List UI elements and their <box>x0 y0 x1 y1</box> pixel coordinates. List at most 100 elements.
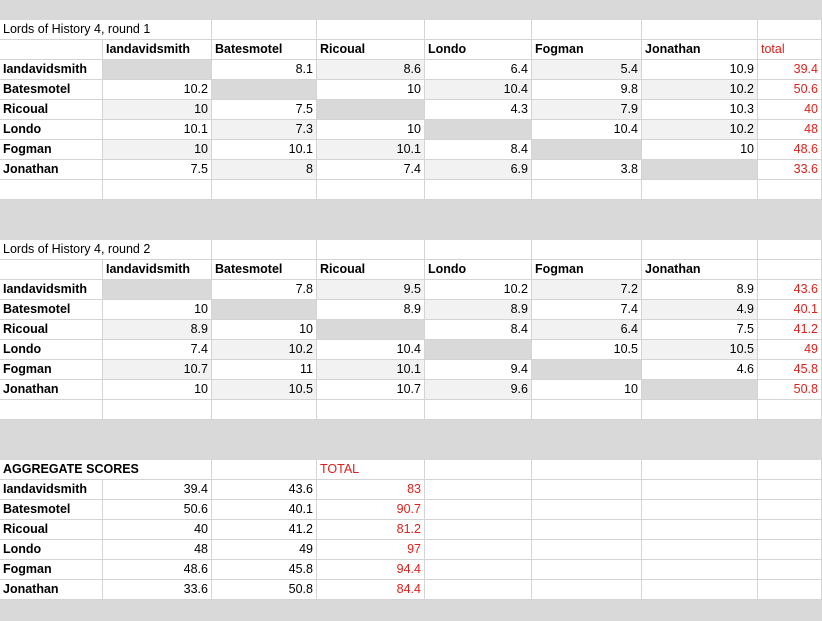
row-header: Batesmotel <box>0 80 103 100</box>
round2-score: 49 <box>212 540 317 560</box>
score: 10.4 <box>317 340 425 360</box>
score: 8 <box>212 160 317 180</box>
cell <box>103 400 212 420</box>
self-cell <box>642 160 758 180</box>
cell <box>532 580 642 600</box>
column-header: Ricoual <box>317 40 425 60</box>
score: 10.1 <box>317 140 425 160</box>
score: 10 <box>103 140 212 160</box>
score: 3.8 <box>532 160 642 180</box>
score: 10 <box>532 380 642 400</box>
aggregate-total: 94.4 <box>317 560 425 580</box>
self-cell <box>317 320 425 340</box>
cell <box>212 400 317 420</box>
self-cell <box>532 360 642 380</box>
score: 10.7 <box>103 360 212 380</box>
cell <box>0 40 103 60</box>
score: 8.9 <box>642 280 758 300</box>
cell <box>642 520 758 540</box>
cell <box>212 460 317 480</box>
cell <box>317 240 425 260</box>
round1-score: 33.6 <box>103 580 212 600</box>
column-header: Londo <box>425 40 532 60</box>
score: 9.5 <box>317 280 425 300</box>
cell <box>212 240 317 260</box>
cell <box>758 460 822 480</box>
score: 7.4 <box>317 160 425 180</box>
cell <box>642 20 758 40</box>
round-title: Lords of History 4, round 2 <box>0 240 150 260</box>
row-header: Fogman <box>0 360 103 380</box>
cell <box>425 460 532 480</box>
round2-score: 50.8 <box>212 580 317 600</box>
row-total: 48 <box>758 120 822 140</box>
score: 4.9 <box>642 300 758 320</box>
round2-score: 45.8 <box>212 560 317 580</box>
cell <box>642 180 758 200</box>
score: 8.6 <box>317 60 425 80</box>
cell <box>425 240 532 260</box>
aggregate-total: 97 <box>317 540 425 560</box>
score: 6.4 <box>532 320 642 340</box>
cell <box>532 180 642 200</box>
self-cell <box>425 120 532 140</box>
cell <box>103 240 212 260</box>
cell <box>758 400 822 420</box>
round1-score: 48.6 <box>103 560 212 580</box>
cell <box>532 540 642 560</box>
round1-score: 39.4 <box>103 480 212 500</box>
cell <box>532 20 642 40</box>
round-title: Lords of History 4, round 1 <box>0 20 150 40</box>
score: 8.4 <box>425 140 532 160</box>
cell <box>0 260 103 280</box>
cell <box>103 20 212 40</box>
separator-band <box>0 600 822 621</box>
score: 7.8 <box>212 280 317 300</box>
cell <box>642 240 758 260</box>
cell <box>425 560 532 580</box>
row-header: Fogman <box>0 560 103 580</box>
total-header: TOTAL <box>317 460 425 480</box>
cell <box>758 540 822 560</box>
cell <box>532 240 642 260</box>
self-cell <box>103 280 212 300</box>
row-header: Ricoual <box>0 100 103 120</box>
score: 8.9 <box>103 320 212 340</box>
score: 7.4 <box>103 340 212 360</box>
cell <box>758 580 822 600</box>
row-total: 49 <box>758 340 822 360</box>
row-header: Londo <box>0 540 103 560</box>
row-header: Batesmotel <box>0 500 103 520</box>
score: 10 <box>103 380 212 400</box>
score: 10 <box>103 100 212 120</box>
cell <box>532 500 642 520</box>
score: 10.2 <box>642 120 758 140</box>
row-header: Jonathan <box>0 160 103 180</box>
round1-score: 40 <box>103 520 212 540</box>
row-total: 50.6 <box>758 80 822 100</box>
cell <box>758 180 822 200</box>
score: 7.5 <box>212 100 317 120</box>
cell <box>0 400 103 420</box>
score: 5.4 <box>532 60 642 80</box>
aggregate-total: 81.2 <box>317 520 425 540</box>
row-header: Ricoual <box>0 520 103 540</box>
score: 6.9 <box>425 160 532 180</box>
score: 10.1 <box>103 120 212 140</box>
row-total: 39.4 <box>758 60 822 80</box>
cell <box>758 500 822 520</box>
row-header: Ricoual <box>0 320 103 340</box>
total-header: total <box>758 40 822 60</box>
row-total: 40.1 <box>758 300 822 320</box>
row-total: 33.6 <box>758 160 822 180</box>
score: 7.5 <box>642 320 758 340</box>
self-cell <box>212 80 317 100</box>
cell <box>425 580 532 600</box>
separator-band <box>0 200 822 240</box>
separator-band <box>0 0 822 20</box>
column-header: Iandavidsmith <box>103 260 212 280</box>
cell <box>642 540 758 560</box>
cell <box>642 580 758 600</box>
row-header: Iandavidsmith <box>0 280 103 300</box>
row-total: 50.8 <box>758 380 822 400</box>
